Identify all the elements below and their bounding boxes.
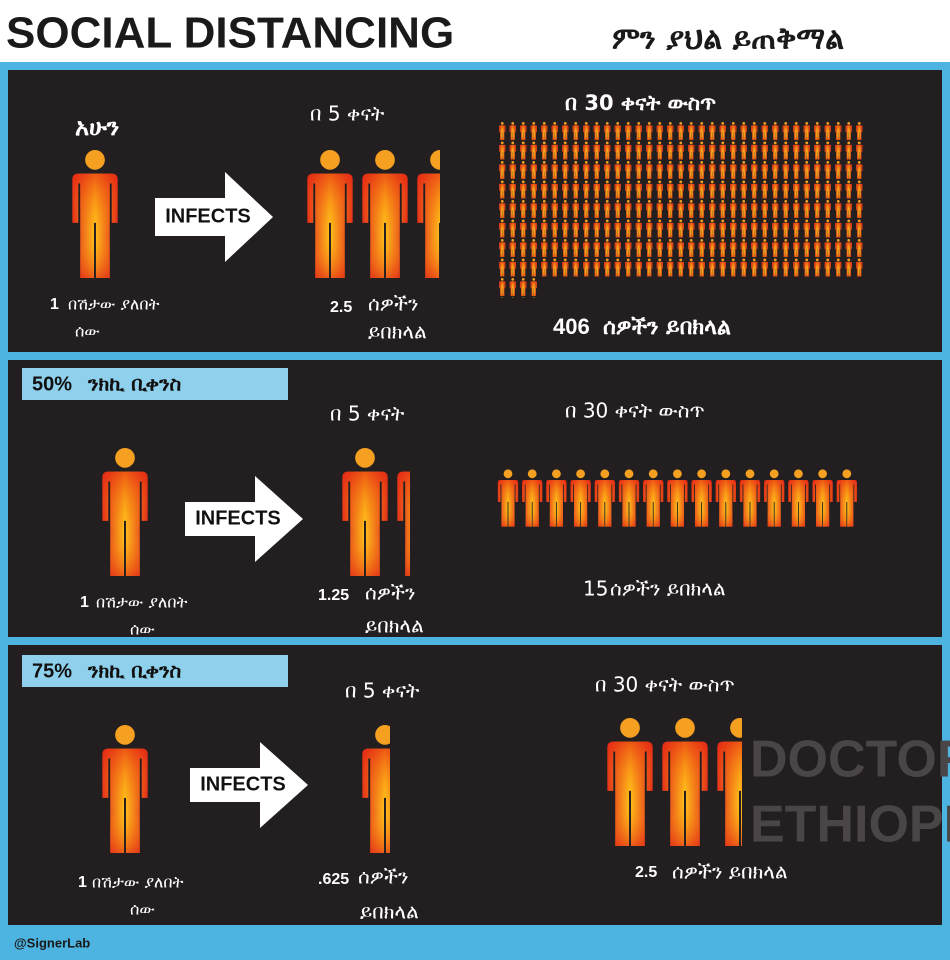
label: ንክኪ ቢቀንስ <box>87 372 182 396</box>
text: ይበክላል <box>368 320 427 344</box>
text: ሰዎችን <box>368 292 418 316</box>
text: ይበክላል <box>365 614 424 638</box>
count: 2.5 <box>330 299 352 316</box>
text: በሽታው ያለበት <box>68 295 160 314</box>
text: በሽታው ያለበት <box>92 873 184 892</box>
arrow <box>185 476 303 562</box>
percent: 50% <box>32 373 72 395</box>
text: ሰዎችን <box>358 865 408 889</box>
arrow-label: INFECTS <box>200 773 286 795</box>
label-box <box>22 655 288 687</box>
count: 1.25 <box>318 587 349 604</box>
count: 1 <box>80 594 89 611</box>
heading: በ 30 ቀናት ውስጥ <box>565 91 716 115</box>
crowd <box>497 122 864 278</box>
panel <box>8 645 942 925</box>
heading: በ 30 ቀናት ውስጥ <box>565 399 705 423</box>
count: 1 <box>50 296 59 313</box>
watermark: ETHIOPIA <box>750 796 950 854</box>
arrow <box>190 742 308 828</box>
label: ንክኪ ቢቀንስ <box>87 659 182 683</box>
text: ሰዎችን <box>365 581 415 605</box>
heading: በ 5 ቀናት <box>330 402 405 426</box>
subtitle: ምን ያህል ይጠቅማል <box>612 22 844 57</box>
percent: 75% <box>32 660 72 682</box>
count: 1 <box>78 874 87 891</box>
header-bg <box>0 0 950 62</box>
text: ሰዎችን ይበክላል <box>603 315 731 340</box>
count: 15 <box>583 577 608 601</box>
text: ሰው <box>130 620 155 639</box>
text: ይበክላል <box>360 900 419 924</box>
text: ሰዎችን ይበክላል <box>672 860 788 884</box>
arrow-label: INFECTS <box>195 507 281 529</box>
text: በሽታው ያለበት <box>96 593 188 612</box>
now-label: አሁን <box>75 113 119 141</box>
text: ሰዎችን ይበክላል <box>610 577 726 601</box>
heading: በ 30 ቀናት ውስጥ <box>595 673 735 697</box>
title: SOCIAL DISTANCING <box>6 9 454 58</box>
arrow <box>155 172 273 262</box>
credit: @SignerLab <box>14 935 90 950</box>
heading: በ 5 ቀናት <box>345 679 420 703</box>
count: 2.5 <box>635 864 657 881</box>
crowd <box>497 278 539 298</box>
label-box <box>22 368 288 400</box>
count: 406 <box>553 314 590 339</box>
watermark: DOCTORS <box>750 731 950 789</box>
panel <box>8 360 942 637</box>
arrow-label: INFECTS <box>165 205 251 227</box>
count: .625 <box>318 871 349 888</box>
text: ሰው <box>130 900 155 919</box>
text: ሰው <box>75 322 100 341</box>
heading: በ 5 ቀናት <box>310 102 385 126</box>
